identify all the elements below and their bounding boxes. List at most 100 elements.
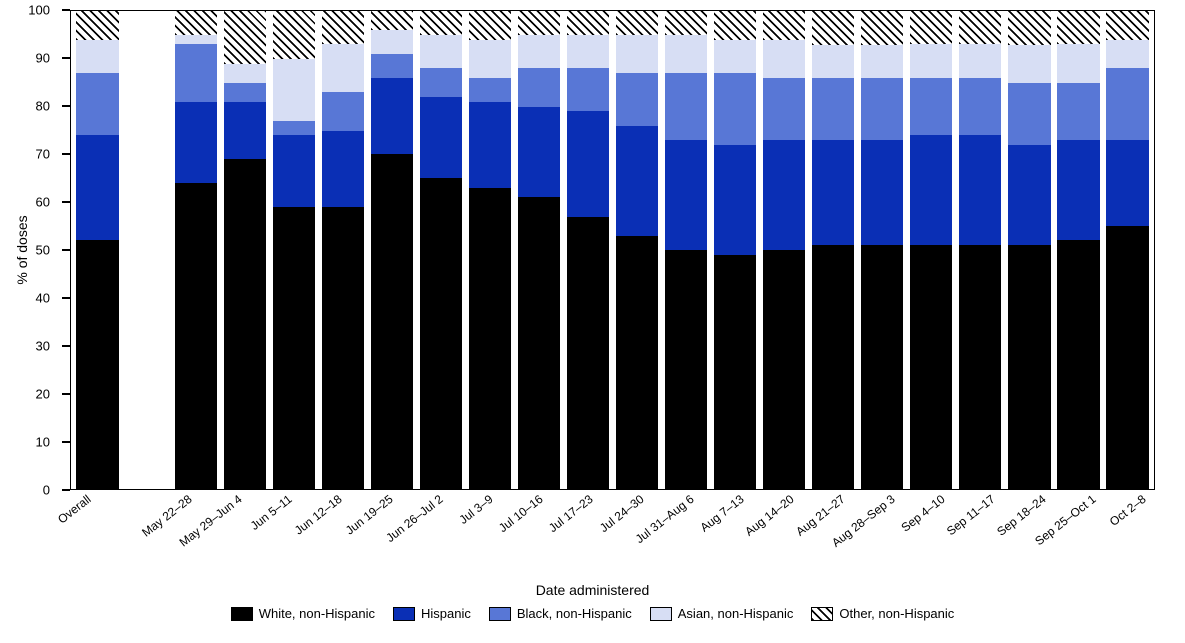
bar-segment-black [910, 78, 952, 135]
x-tick [1040, 480, 1042, 488]
bar-segment-hispanic [665, 140, 707, 250]
bar [518, 11, 560, 489]
x-tick [989, 480, 991, 488]
y-tick [62, 489, 70, 491]
y-tick [62, 249, 70, 251]
x-tick [1090, 480, 1092, 488]
bar-segment-black [861, 78, 903, 140]
x-tick [387, 480, 389, 488]
x-tick [738, 480, 740, 488]
bar-slot [465, 11, 514, 489]
legend-item-asian: Asian, non-Hispanic [650, 606, 794, 621]
bar-segment-hispanic [567, 111, 609, 216]
legend-swatch [489, 607, 511, 621]
bars-container [71, 11, 1154, 489]
bar-segment-hispanic [616, 126, 658, 236]
bar-segment-other [665, 11, 707, 35]
bar-segment-black [763, 78, 805, 140]
bar-segment-other [469, 11, 511, 40]
x-tick [839, 480, 841, 488]
bar-slot [907, 11, 956, 489]
bar-segment-asian [371, 30, 413, 54]
bar [1106, 11, 1148, 489]
legend-item-hispanic: Hispanic [393, 606, 471, 621]
plot-area: % of doses 0102030405060708090100 [70, 10, 1155, 490]
y-tick-label: 70 [36, 147, 50, 162]
bar-segment-asian [763, 40, 805, 78]
bar-segment-white [567, 217, 609, 489]
bar-segment-hispanic [420, 97, 462, 178]
bar-segment-asian [273, 59, 315, 121]
x-label-slot: Jul 17–23 [562, 492, 612, 582]
bar [616, 11, 658, 489]
legend: White, non-HispanicHispanicBlack, non-Hi… [10, 606, 1175, 621]
bar [567, 11, 609, 489]
legend-swatch [393, 607, 415, 621]
y-axis-label: % of doses [14, 215, 30, 284]
y-tick-label: 50 [36, 243, 50, 258]
y-tick [62, 153, 70, 155]
bar-segment-black [322, 92, 364, 130]
x-label-slot: Sep 11–17 [964, 492, 1014, 582]
bar-segment-asian [861, 45, 903, 78]
bar-segment-black [812, 78, 854, 140]
bar-segment-white [76, 240, 118, 489]
bar [1008, 11, 1050, 489]
x-label-slot: Jun 12–18 [311, 492, 361, 582]
bar-segment-asian [910, 44, 952, 77]
bar-segment-white [763, 250, 805, 489]
y-tick [62, 441, 70, 443]
bar-segment-black [959, 78, 1001, 135]
y-tick-label: 20 [36, 387, 50, 402]
y-tick-label: 30 [36, 339, 50, 354]
x-label-slot: Jun 26–Jul 2 [412, 492, 462, 582]
y-tick [62, 297, 70, 299]
x-tick-label: Jul 3–9 [456, 492, 495, 527]
bar-slot [318, 11, 367, 489]
bar-segment-white [665, 250, 707, 489]
bar-slot [269, 11, 318, 489]
bar-segment-asian [1106, 40, 1148, 69]
legend-swatch [650, 607, 672, 621]
legend-label: Hispanic [421, 606, 471, 621]
bar-segment-black [567, 68, 609, 111]
bar-segment-asian [469, 40, 511, 78]
bar [763, 11, 805, 489]
bar-segment-white [616, 236, 658, 489]
bar-segment-white [224, 159, 266, 489]
bar [420, 11, 462, 489]
bar-segment-hispanic [861, 140, 903, 245]
bar-segment-hispanic [714, 145, 756, 255]
bar-slot [563, 11, 612, 489]
bar-segment-other [861, 11, 903, 44]
legend-label: Other, non-Hispanic [839, 606, 954, 621]
x-tick [788, 480, 790, 488]
bar-segment-hispanic [175, 102, 217, 183]
bar-segment-white [1057, 240, 1099, 489]
bar-segment-black [273, 121, 315, 135]
bar [175, 11, 217, 489]
bar-segment-asian [567, 35, 609, 68]
bar-segment-other [763, 11, 805, 40]
bar-segment-black [616, 73, 658, 126]
bar-segment-hispanic [371, 78, 413, 154]
x-tick [587, 480, 589, 488]
y-tick-label: 100 [28, 3, 50, 18]
x-tick [889, 480, 891, 488]
y-tick-label: 60 [36, 195, 50, 210]
y-tick-label: 80 [36, 99, 50, 114]
bar-segment-hispanic [322, 131, 364, 207]
bar-segment-white [1008, 245, 1050, 489]
x-gap [110, 492, 160, 582]
x-tick [638, 480, 640, 488]
bar-segment-white [273, 207, 315, 489]
bar-segment-other [322, 11, 364, 44]
bar-segment-other [371, 11, 413, 30]
bar-segment-black [1106, 68, 1148, 140]
bar-slot [220, 11, 269, 489]
bar-segment-other [175, 11, 217, 35]
bar-segment-other [567, 11, 609, 35]
bar-segment-asian [322, 44, 364, 92]
bar-segment-asian [812, 45, 854, 78]
bar-slot [760, 11, 809, 489]
